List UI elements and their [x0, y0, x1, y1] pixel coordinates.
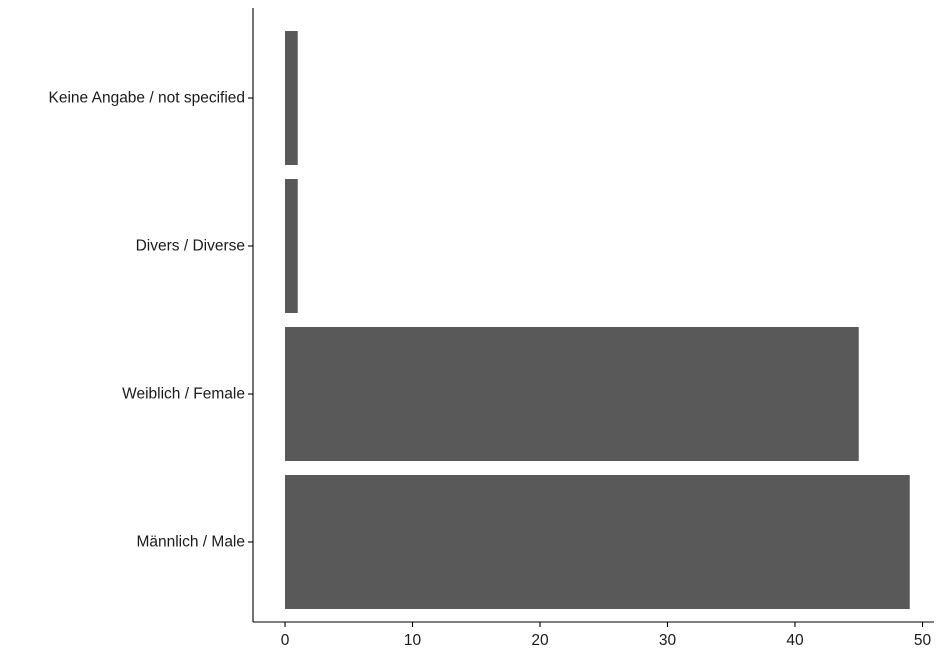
- x-tick-label-50: 50: [914, 632, 932, 649]
- x-tick-label-10: 10: [404, 632, 422, 649]
- bar-not-specified: [285, 31, 298, 165]
- x-axis: 0 10 20 30 40 50: [253, 621, 934, 649]
- y-tick-label-male: Männlich / Male: [136, 534, 245, 551]
- bars-group: [285, 31, 910, 609]
- y-tick-label-female: Weiblich / Female: [122, 386, 245, 403]
- x-tick-label-30: 30: [659, 632, 677, 649]
- y-tick-label-diverse: Divers / Diverse: [136, 238, 245, 255]
- y-tick-label-not-specified: Keine Angabe / not specified: [49, 90, 245, 107]
- y-axis: Männlich / Male Weiblich / Female Divers /…: [49, 8, 254, 622]
- x-tick-label-0: 0: [281, 632, 290, 649]
- bar-female: [285, 327, 859, 461]
- bar-diverse: [285, 179, 298, 313]
- bar-male: [285, 475, 910, 609]
- x-tick-label-40: 40: [786, 632, 804, 649]
- x-tick-label-20: 20: [531, 632, 549, 649]
